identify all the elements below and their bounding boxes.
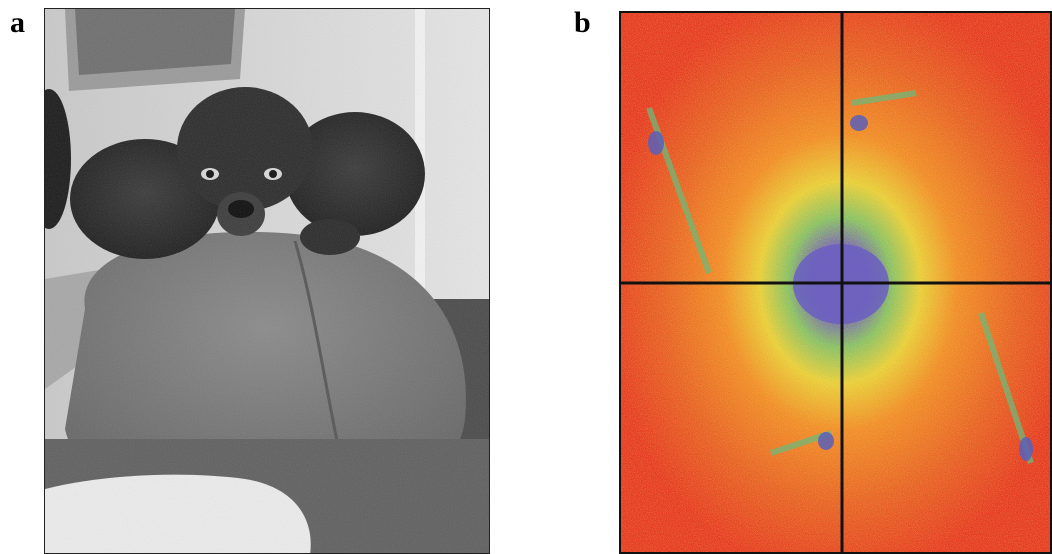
power-spectrum-panel: [619, 11, 1052, 554]
panel-label-a: a: [10, 6, 25, 39]
poodle-photo-illustration: [45, 9, 489, 553]
grayscale-photo-panel: [44, 8, 490, 554]
power-spectrum-image: [621, 13, 1050, 552]
panel-label-b: b: [574, 6, 591, 39]
